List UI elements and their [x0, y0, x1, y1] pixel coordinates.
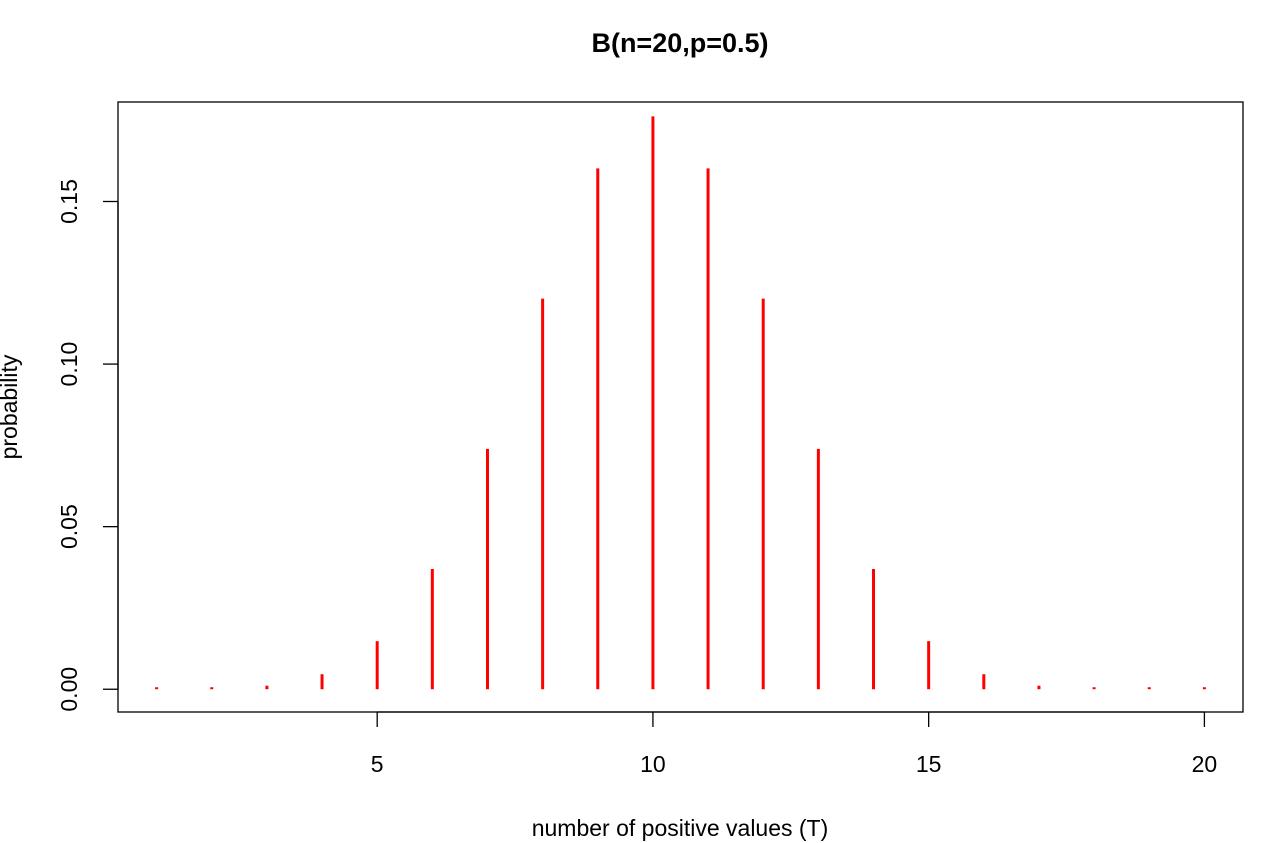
x-tick-label: 10 [640, 751, 666, 777]
x-axis: 5 10 15 20 [371, 711, 1218, 777]
plot-frame [117, 101, 1244, 713]
y-axis-label: probability [0, 354, 22, 459]
chart-title: B(n=20,p=0.5) [591, 28, 768, 58]
bars [155, 116, 1206, 690]
x-tick-label: 15 [916, 751, 942, 777]
y-tick-label: 0.00 [56, 667, 82, 712]
x-axis-label: number of positive values (T) [532, 815, 829, 841]
y-tick-label: 0.15 [56, 179, 82, 224]
x-tick-label: 5 [371, 751, 384, 777]
x-tick-label: 20 [1192, 751, 1218, 777]
y-tick-label: 0.10 [56, 342, 82, 387]
y-tick-label: 0.05 [56, 504, 82, 549]
y-axis: 0.00 0.05 0.10 0.15 [56, 179, 119, 712]
